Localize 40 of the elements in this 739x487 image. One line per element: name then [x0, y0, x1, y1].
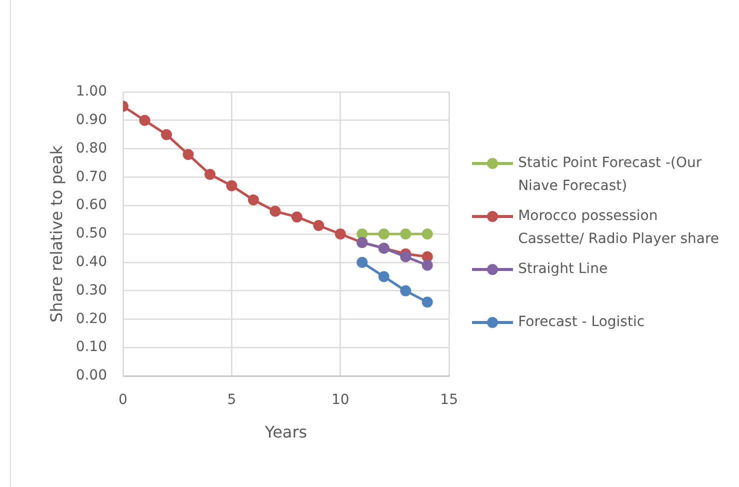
- y-tick-label: 0.90: [76, 112, 107, 128]
- point: [139, 114, 150, 126]
- legend-label: Straight Line: [518, 260, 609, 279]
- y-tick-label: 0.20: [76, 310, 107, 327]
- point: [356, 256, 368, 268]
- point: [270, 206, 281, 217]
- point: [160, 129, 172, 140]
- point: [291, 211, 302, 222]
- x-tick-label: 5: [227, 392, 236, 408]
- point: [400, 285, 412, 296]
- x-tick-label: 15: [440, 392, 458, 408]
- point: [422, 296, 433, 308]
- y-tick-label: 0.80: [76, 140, 107, 156]
- point: [400, 228, 412, 240]
- y-tick-label: 0.00: [76, 368, 107, 384]
- point: [182, 148, 194, 160]
- x-tick-label: 0: [118, 392, 128, 408]
- legend-label: Static Point Forecast -(Our Niave Forecast): [518, 154, 703, 196]
- y-tick-label: 0.70: [76, 168, 107, 185]
- y-tick-label: 0.40: [76, 254, 107, 270]
- point: [204, 168, 216, 180]
- point: [378, 271, 390, 282]
- y-tick-label: 0.30: [76, 282, 107, 298]
- point: [226, 180, 238, 192]
- y-tick-label: 0.10: [76, 339, 107, 356]
- y-tick-label: 0.60: [76, 197, 107, 214]
- point: [400, 251, 412, 262]
- point: [422, 228, 433, 240]
- point: [378, 228, 390, 240]
- legend-label: Forecast - Logistic: [518, 313, 646, 332]
- point: [422, 260, 433, 271]
- x-tick-label: 10: [331, 392, 350, 408]
- x-axis-title: Years: [264, 422, 308, 442]
- point: [248, 194, 259, 206]
- point: [313, 220, 324, 231]
- legend-label: Morocco possession Cassette/ Radio Player share: [518, 207, 720, 249]
- y-tick-label: 1.00: [76, 84, 107, 100]
- y-tick-label: 0.50: [76, 226, 107, 242]
- point: [334, 228, 346, 240]
- y-axis-title: Share relative to peak: [46, 144, 66, 322]
